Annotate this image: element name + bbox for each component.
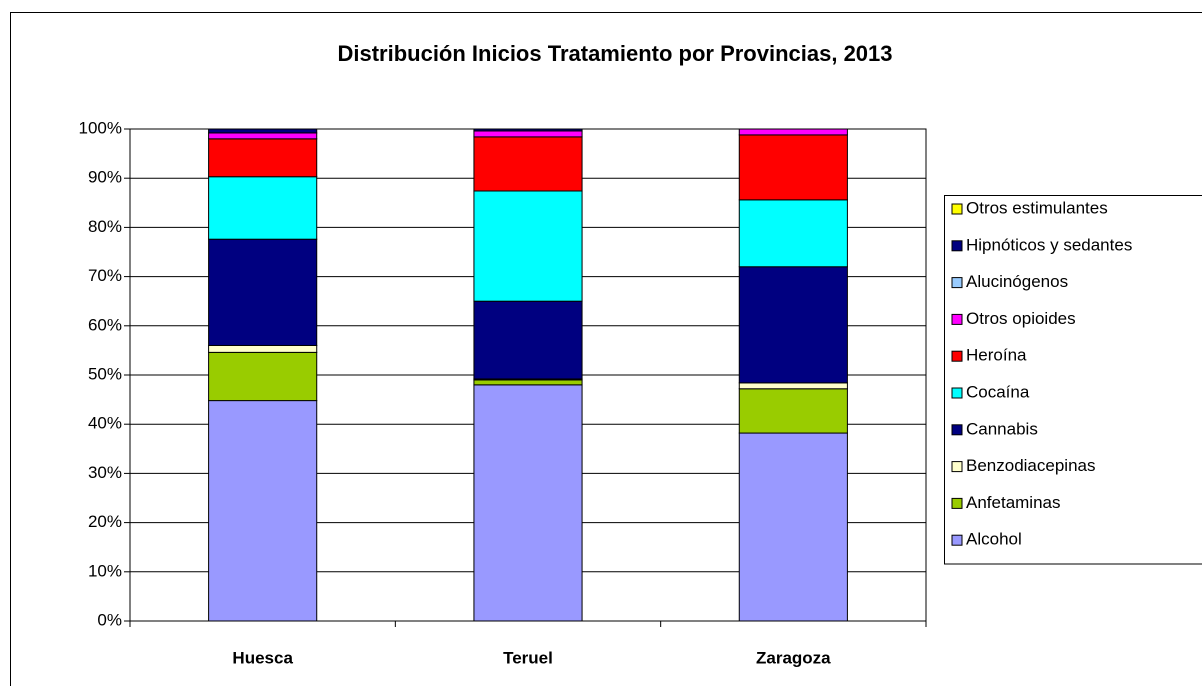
bar-segment (208, 238, 318, 346)
y-tick-label: 80% (88, 217, 122, 236)
y-tick-label: 30% (88, 463, 122, 482)
bar-segment (473, 130, 583, 138)
legend-swatch (951, 203, 963, 215)
bar-segment (473, 136, 583, 192)
legend-label: Alucinógenos (966, 272, 1068, 291)
legend-label: Otros opioides (966, 309, 1076, 328)
legend-swatch (951, 461, 963, 473)
bar-segment (473, 379, 583, 386)
bar-segment (208, 132, 318, 140)
chart-title: Distribución Inicios Tratamiento por Pro… (337, 41, 892, 66)
legend-box (944, 195, 1202, 565)
legend-swatch (951, 240, 963, 252)
bar-segment (208, 344, 318, 353)
bar-segment (473, 300, 583, 380)
bar-segment (208, 128, 318, 134)
legend-swatch (951, 350, 963, 362)
bar-segment (473, 190, 583, 302)
legend-label: Benzodiacepinas (966, 456, 1095, 475)
y-tick-label: 60% (88, 315, 122, 334)
legend-swatch (951, 424, 963, 436)
bar-segment (738, 266, 848, 384)
legend-label: Cocaína (966, 382, 1030, 401)
y-tick-label: 90% (88, 168, 122, 187)
legend-label: Hipnóticos y sedantes (966, 235, 1132, 254)
legend-label: Otros estimulantes (966, 198, 1108, 217)
legend-label: Cannabis (966, 419, 1038, 438)
y-tick-label: 50% (88, 364, 122, 383)
y-tick-label: 70% (88, 266, 122, 285)
legend-swatch (951, 497, 963, 509)
bar-segment (738, 388, 848, 434)
legend-swatch (951, 387, 963, 399)
bar-segment (738, 432, 848, 622)
bar-segment (208, 351, 318, 402)
legend-label: Alcohol (966, 530, 1022, 549)
x-tick-label: Huesca (232, 648, 293, 667)
bar-segment (738, 134, 848, 201)
legend-swatch (951, 534, 963, 546)
legend-label: Heroína (966, 346, 1027, 365)
bar-segment (208, 400, 318, 622)
bar-segment (208, 138, 318, 178)
x-tick-label: Zaragoza (756, 648, 831, 667)
legend-swatch (951, 277, 963, 289)
y-tick-label: 20% (88, 512, 122, 531)
bar-segment (738, 199, 848, 268)
y-tick-label: 0% (97, 610, 122, 629)
y-tick-label: 10% (88, 561, 122, 580)
bar-segment (473, 384, 583, 622)
y-tick-label: 40% (88, 414, 122, 433)
bar-segment (738, 382, 848, 390)
bar-segment (473, 128, 583, 132)
legend-swatch (951, 313, 963, 325)
x-tick-label: Teruel (503, 648, 553, 667)
legend-label: Anfetaminas (966, 493, 1061, 512)
bar-segment (738, 128, 848, 136)
y-tick-label: 100% (79, 118, 122, 137)
bar-segment (208, 176, 318, 240)
